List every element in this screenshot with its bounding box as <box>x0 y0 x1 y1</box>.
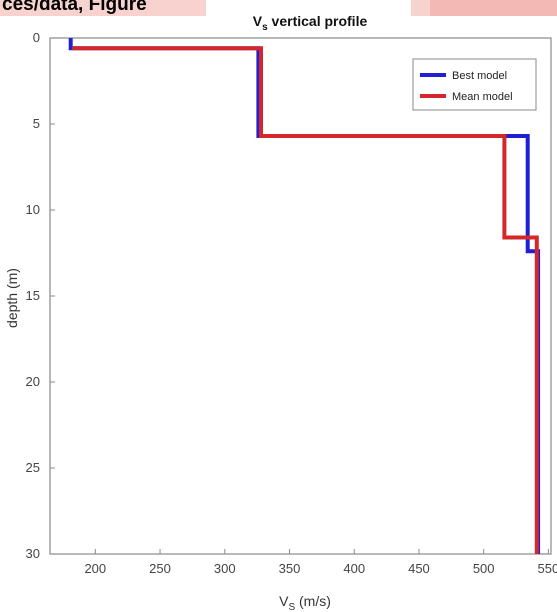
axis-ticks: 200 250 300 350 400 450 500 550 0 5 10 15 20 25 30 <box>26 30 557 576</box>
y-tick-label: 5 <box>33 116 40 131</box>
header-text: ces/data, Figure <box>2 0 147 15</box>
x-tick-label: 350 <box>279 561 301 576</box>
x-tick-label: 450 <box>408 561 430 576</box>
y-tick-label: 30 <box>26 546 40 561</box>
legend-label: Best model <box>452 70 507 82</box>
x-tick-label: 500 <box>473 561 495 576</box>
series-lines <box>68 38 541 554</box>
header-highlight <box>430 0 557 16</box>
y-tick-label: 0 <box>33 30 40 45</box>
plot-area <box>49 37 552 555</box>
x-tick-label: 300 <box>214 561 236 576</box>
header-gap <box>206 0 411 16</box>
y-tick-label: 20 <box>26 374 40 389</box>
y-axis-label: depth (m) <box>4 268 20 328</box>
header-band: ces/data, Figure <box>0 0 557 16</box>
y-tick-label: 10 <box>26 202 40 217</box>
y-tick-label: 25 <box>26 460 40 475</box>
y-tick-label: 15 <box>26 288 40 303</box>
legend-label: Mean model <box>452 91 513 103</box>
x-tick-label: 200 <box>84 561 106 576</box>
x-tick-label: 250 <box>149 561 171 576</box>
legend-box <box>412 58 537 111</box>
series-line-mean-model <box>72 46 539 554</box>
legend: Best model Mean model <box>412 58 537 111</box>
chart-title: Vs vertical profile <box>253 13 368 33</box>
x-axis-label: VS (m/s) <box>279 593 331 612</box>
x-tick-label: 400 <box>343 561 365 576</box>
x-tick-label: 550 <box>538 561 557 576</box>
